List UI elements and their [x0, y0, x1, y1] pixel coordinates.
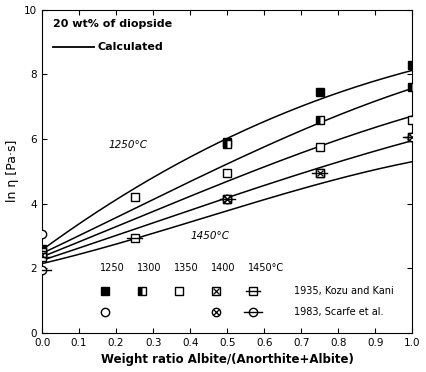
Text: 1250: 1250 — [99, 263, 124, 273]
Text: 1250°C: 1250°C — [109, 140, 148, 150]
Text: 1450°C: 1450°C — [190, 231, 229, 241]
Text: 1935, Kozu and Kani: 1935, Kozu and Kani — [294, 286, 394, 296]
X-axis label: Weight ratio Albite/(Anorthite+Albite): Weight ratio Albite/(Anorthite+Albite) — [101, 353, 354, 366]
Text: Calculated: Calculated — [98, 42, 163, 52]
Text: 1983, Scarfe et al.: 1983, Scarfe et al. — [294, 307, 383, 317]
Text: 1450°C: 1450°C — [248, 263, 284, 273]
Y-axis label: ln η [Pa·s]: ln η [Pa·s] — [6, 140, 19, 202]
Text: 20 wt% of diopside: 20 wt% of diopside — [53, 19, 173, 29]
Text: 1350: 1350 — [173, 263, 198, 273]
Text: 1400: 1400 — [210, 263, 235, 273]
Text: 1300: 1300 — [136, 263, 161, 273]
